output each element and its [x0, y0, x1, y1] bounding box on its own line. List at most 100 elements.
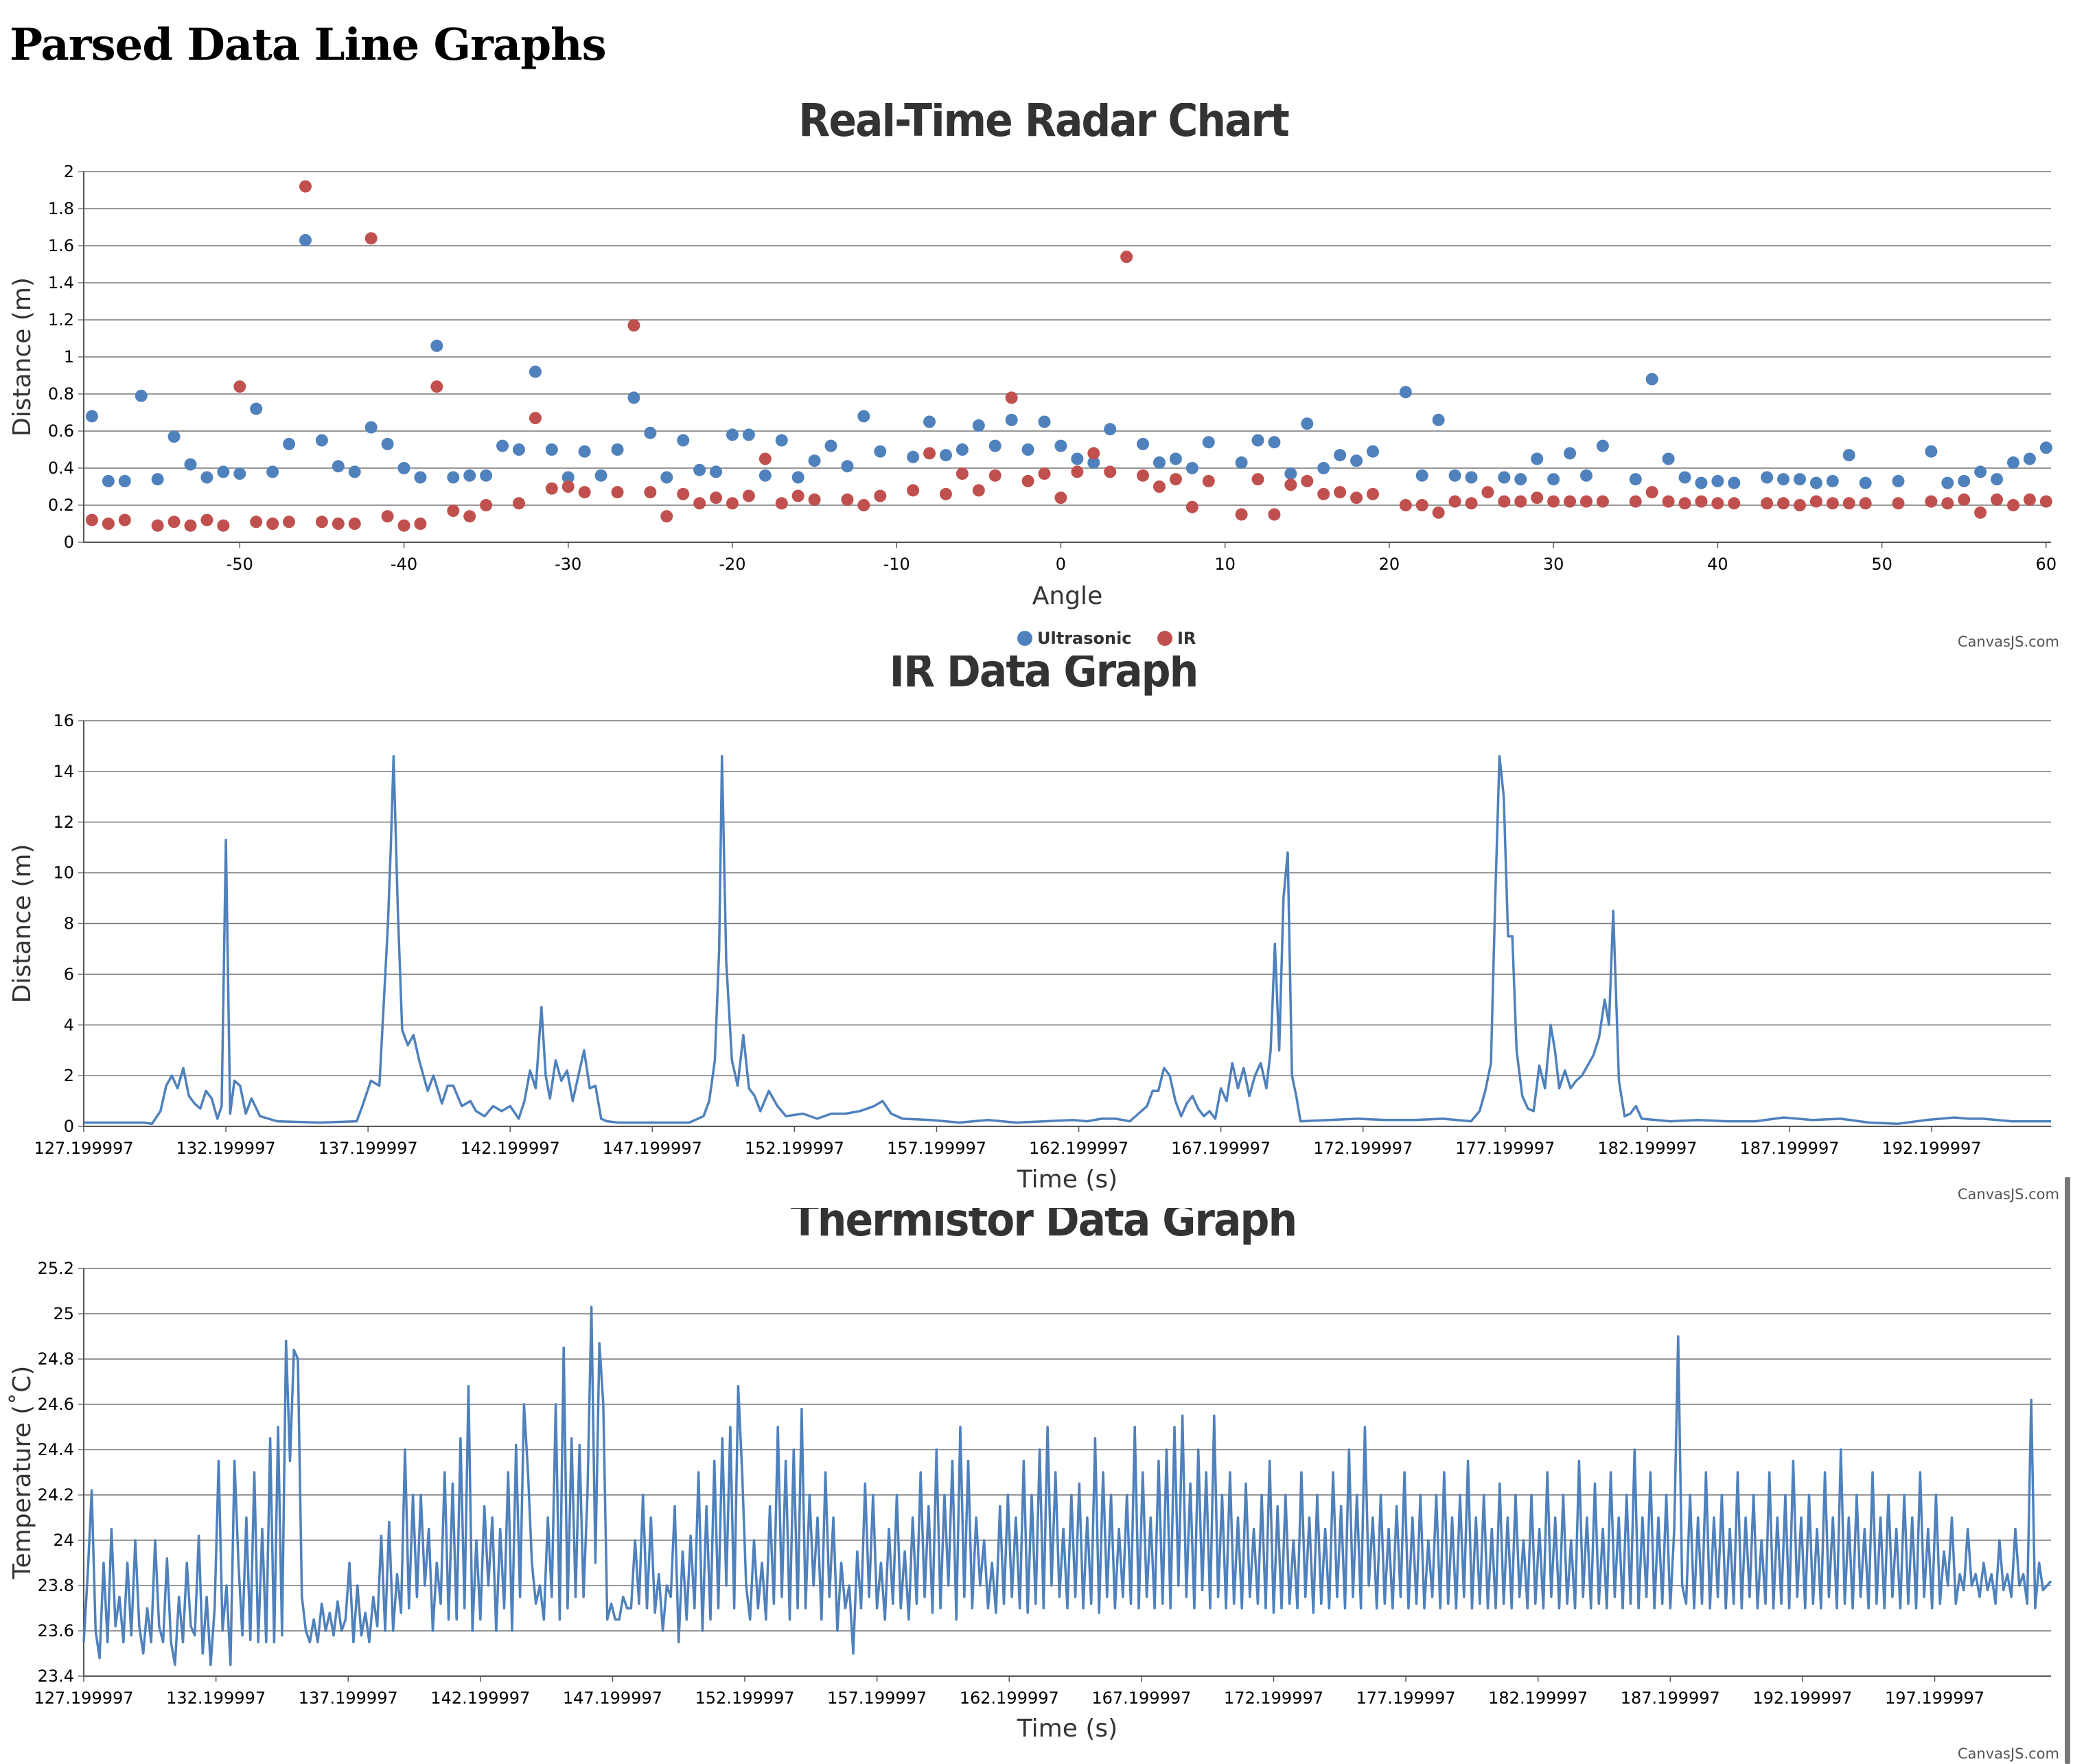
- ultrasonic-point: [1531, 452, 1544, 465]
- ultrasonic-point: [2039, 441, 2052, 454]
- x-tick-label: 197.199997: [1885, 1688, 1984, 1708]
- ir-point: [364, 232, 378, 245]
- ir-point: [1448, 495, 1461, 508]
- ir-point: [644, 486, 657, 499]
- ir-point: [1153, 480, 1166, 493]
- ir-point: [1514, 495, 1527, 508]
- ultrasonic-point: [1021, 443, 1034, 456]
- ir-point: [972, 484, 985, 497]
- ultrasonic-point: [1399, 386, 1412, 399]
- ultrasonic-point: [611, 443, 624, 456]
- ir-point: [1465, 497, 1478, 510]
- x-tick-label: 142.199997: [461, 1139, 560, 1158]
- y-tick-label: 0: [64, 533, 74, 552]
- ultrasonic-point: [332, 460, 345, 473]
- y-tick-label: 23.4: [38, 1667, 74, 1686]
- ultrasonic-point: [250, 402, 263, 415]
- ir-point: [923, 447, 936, 460]
- ir-point: [1974, 506, 1987, 519]
- ir-point: [1432, 506, 1445, 519]
- ir-point: [561, 480, 575, 493]
- x-tick-label: -40: [391, 555, 417, 574]
- x-tick-label: 30: [1543, 555, 1564, 574]
- ir-point: [988, 469, 1001, 482]
- ultrasonic-point: [1711, 474, 1724, 487]
- ir-point: [1350, 491, 1363, 504]
- ultrasonic-point: [102, 474, 115, 487]
- legend-label: Ultrasonic: [1037, 629, 1132, 648]
- ir-point: [1809, 495, 1822, 508]
- ir-point: [447, 504, 460, 518]
- ir-point: [742, 489, 755, 502]
- ir-point: [167, 515, 181, 529]
- ultrasonic-point: [545, 443, 558, 456]
- x-tick-label: 20: [1379, 555, 1400, 574]
- ir-point: [1087, 447, 1100, 460]
- credit-link[interactable]: CanvasJS.com: [1958, 1745, 2059, 1762]
- ir-point: [430, 380, 443, 393]
- ultrasonic-point: [644, 426, 657, 439]
- x-tick-label: 0: [1056, 555, 1066, 574]
- ultrasonic-point: [1185, 462, 1198, 474]
- ultrasonic-point: [1334, 449, 1347, 462]
- ultrasonic-point: [283, 437, 296, 450]
- credit-link[interactable]: CanvasJS.com: [1958, 1186, 2059, 1203]
- ir-point: [266, 518, 279, 530]
- ir-point: [693, 497, 706, 510]
- ultrasonic-point: [85, 410, 98, 423]
- ir-point: [463, 510, 476, 523]
- x-tick-label: 192.199997: [1882, 1139, 1982, 1158]
- series-line: [84, 754, 2051, 1126]
- x-tick-label: 172.199997: [1224, 1688, 1323, 1708]
- ir-point: [1941, 497, 1954, 510]
- x-tick-label: 147.199997: [563, 1688, 662, 1708]
- ultrasonic-point: [1809, 476, 1822, 489]
- ir-point: [578, 486, 591, 499]
- ir-point: [857, 499, 870, 511]
- ultrasonic-point: [907, 450, 920, 463]
- ultrasonic-point: [726, 428, 739, 441]
- ultrasonic-point: [972, 419, 985, 432]
- ir-point: [151, 519, 164, 532]
- ultrasonic-point: [594, 469, 607, 482]
- ultrasonic-point: [578, 445, 591, 458]
- ultrasonic-point: [677, 434, 690, 447]
- x-tick-label: 142.199997: [430, 1688, 530, 1708]
- y-tick-label: 0.4: [48, 459, 74, 478]
- y-tick-label: 1: [64, 347, 74, 367]
- ultrasonic-point: [1695, 476, 1708, 489]
- ultrasonic-point: [1137, 437, 1150, 450]
- ultrasonic-point: [1925, 445, 1938, 458]
- x-tick-label: 157.199997: [887, 1139, 986, 1158]
- y-tick-label: 25.2: [38, 1259, 74, 1278]
- ir-point: [2023, 493, 2036, 506]
- ultrasonic-point: [1268, 436, 1281, 449]
- ultrasonic-point: [1958, 474, 1971, 487]
- y-tick-label: 4: [64, 1015, 74, 1034]
- y-tick-label: 24.2: [38, 1485, 74, 1505]
- page-scrollbar[interactable]: [2065, 1177, 2070, 1764]
- ultrasonic-point: [1317, 462, 1330, 474]
- ir-point: [1202, 474, 1215, 487]
- ultrasonic-point: [874, 445, 887, 458]
- ir-point: [381, 510, 394, 523]
- x-tick-label: 137.199997: [319, 1139, 418, 1158]
- ir-point: [1235, 508, 1248, 521]
- ultrasonic-point: [118, 474, 131, 487]
- x-tick-label: 192.199997: [1752, 1688, 1852, 1708]
- ir-point: [217, 519, 230, 532]
- ultrasonic-point: [397, 462, 410, 474]
- ir-point: [939, 487, 952, 500]
- ultrasonic-point: [693, 463, 706, 476]
- ir-point: [184, 519, 197, 532]
- x-tick-label: -10: [883, 555, 910, 574]
- ir-point: [1415, 499, 1428, 511]
- ultrasonic-point: [857, 410, 870, 423]
- ir-point: [1137, 469, 1150, 482]
- ir-point: [1925, 495, 1938, 508]
- credit-link[interactable]: CanvasJS.com: [1958, 634, 2059, 650]
- x-tick-label: 187.199997: [1621, 1688, 1720, 1708]
- ultrasonic-point: [1793, 473, 1806, 486]
- ultrasonic-point: [1202, 436, 1215, 449]
- ir-point: [791, 489, 804, 502]
